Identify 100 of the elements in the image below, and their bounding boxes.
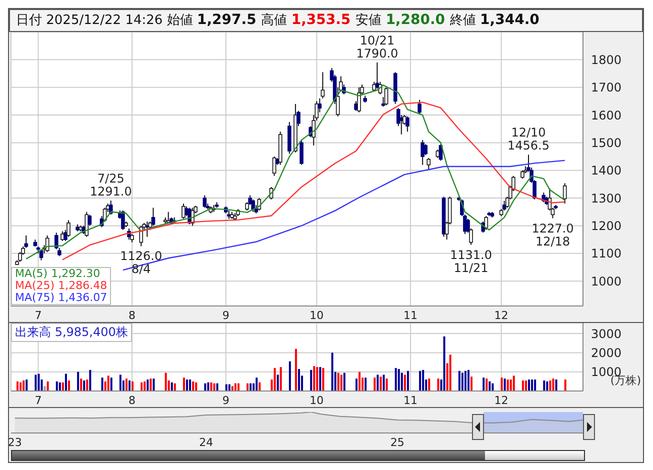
bar [482, 378, 485, 391]
candlestick [357, 86, 361, 113]
bar [564, 380, 566, 391]
bar [164, 372, 167, 391]
bar [340, 374, 342, 391]
bar [101, 378, 104, 391]
x-tick-label: 7 [34, 309, 42, 322]
bar [146, 380, 149, 391]
annotation: 7/25 1291.0 [90, 172, 132, 199]
candlestick [251, 198, 256, 212]
bar [189, 380, 192, 391]
candlestick [182, 203, 186, 220]
bar [510, 380, 512, 391]
bar [250, 383, 252, 391]
bar [256, 378, 258, 391]
x-tick-label: 12 [494, 394, 508, 407]
bar [107, 376, 110, 391]
y-tick-label: 1100 [591, 246, 622, 261]
y-tick-label: 1800 [591, 52, 622, 67]
bar [38, 374, 40, 391]
candlestick [84, 211, 89, 238]
bar [288, 361, 291, 391]
bar [144, 381, 146, 391]
bar [58, 382, 61, 391]
y-tick-label: 1400 [591, 164, 622, 178]
bar [512, 376, 515, 391]
bar [486, 378, 488, 391]
bar [276, 374, 279, 391]
bar [68, 380, 70, 391]
candlestick [418, 99, 422, 114]
bar [119, 374, 122, 391]
bar [20, 382, 22, 391]
bar [394, 368, 397, 391]
bar [331, 352, 334, 391]
bar [504, 378, 506, 391]
bar [528, 380, 530, 391]
candlestick [426, 157, 431, 170]
bar [492, 383, 494, 391]
candlestick [300, 139, 304, 166]
bar [258, 382, 261, 391]
bar [443, 336, 446, 391]
series-label: MA(5) 1,292.30 [15, 267, 102, 280]
bar [524, 380, 527, 391]
candlestick [562, 182, 567, 204]
y-tick-label: 1300 [591, 191, 622, 206]
y-tick-label: 1200 [591, 218, 622, 233]
bar [128, 380, 131, 391]
annotation: 1227.0 12/18 [532, 221, 574, 248]
y-tick-label: 1000 [591, 274, 622, 288]
candlestick [151, 207, 156, 226]
x-tick-label: 12 [494, 309, 508, 322]
bar [364, 378, 367, 391]
bar [62, 382, 64, 391]
bar [386, 378, 388, 391]
bar [319, 367, 322, 391]
bar [46, 381, 49, 391]
bar [470, 376, 473, 391]
bar [322, 368, 324, 391]
bar [140, 382, 143, 391]
bar [86, 380, 88, 391]
bar [555, 380, 558, 391]
candlestick [406, 116, 410, 132]
x-tick-label: 25 [390, 436, 404, 449]
bar [488, 381, 491, 391]
annotation: 10/21 1790.0 [356, 33, 398, 60]
bar [310, 370, 312, 391]
bar [26, 380, 28, 391]
bar [174, 383, 176, 391]
candlestick [202, 194, 207, 208]
bar [337, 372, 340, 391]
candlestick [66, 220, 70, 238]
chart-title: 日付 2025/12/22 14:26 始値 1,297.5 高値 1,353.5 安値 1,280.0 終値 1,344.0 [16, 12, 540, 28]
bar [210, 382, 212, 391]
bar [56, 381, 58, 391]
bar [132, 381, 134, 391]
bar [534, 380, 536, 391]
text: MA(25) 1,286.48 [15, 279, 108, 292]
bar [152, 378, 155, 391]
bar [500, 378, 503, 391]
bar [213, 383, 216, 391]
bar [356, 378, 358, 391]
bar [237, 383, 240, 391]
bar [89, 370, 92, 391]
bar [16, 381, 19, 391]
bar [464, 370, 466, 391]
x-tick-label: 10 [310, 309, 324, 322]
candlestick [484, 216, 488, 230]
x-tick-label: 11 [403, 394, 418, 407]
bar [419, 370, 422, 391]
bar [83, 380, 86, 391]
candlestick [121, 210, 125, 230]
bar [216, 383, 218, 391]
x-tick-label: 10 [310, 394, 324, 407]
y-tick-label: 1700 [591, 80, 622, 95]
bar [343, 372, 346, 391]
candlestick [108, 200, 113, 216]
bar [313, 366, 316, 391]
bar [404, 374, 406, 391]
y-tick-label: 3000 [591, 326, 622, 341]
bar [461, 372, 464, 391]
